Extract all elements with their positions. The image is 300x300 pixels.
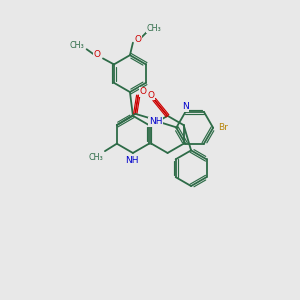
Text: CH₃: CH₃ <box>147 24 162 33</box>
Text: O: O <box>139 87 146 96</box>
Text: O: O <box>147 91 154 100</box>
Text: Br: Br <box>219 123 229 132</box>
Text: CH₃: CH₃ <box>88 153 104 162</box>
Text: O: O <box>134 34 142 43</box>
Text: CH₃: CH₃ <box>70 41 84 50</box>
Text: NH: NH <box>125 157 138 166</box>
Text: NH: NH <box>149 117 163 126</box>
Text: O: O <box>94 50 100 59</box>
Text: N: N <box>182 102 189 111</box>
